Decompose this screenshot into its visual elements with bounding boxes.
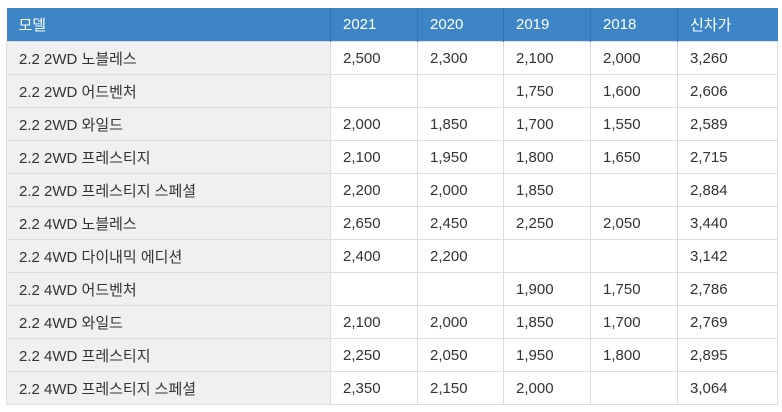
price-cell: 2,100 <box>330 305 418 339</box>
price-cell: 2,400 <box>330 239 418 273</box>
table-row: 2.2 4WD 다이내믹 에디션 2,400 2,200 3,142 <box>6 239 778 273</box>
price-cell: 1,950 <box>417 140 504 174</box>
table-row: 2.2 2WD 노블레스 2,500 2,300 2,100 2,000 3,260 <box>6 41 778 75</box>
model-cell: 2.2 2WD 프레스티지 <box>6 140 331 174</box>
header-row: 모델 2021 2020 2019 2018 신차가 <box>6 8 778 42</box>
price-cell: 3,064 <box>677 371 778 405</box>
price-cell <box>503 239 591 273</box>
table-body: 2.2 2WD 노블레스 2,500 2,300 2,100 2,000 3,260 2.2… <box>6 41 778 405</box>
price-cell: 2,715 <box>677 140 778 174</box>
price-cell: 3,440 <box>677 206 778 240</box>
model-cell: 2.2 4WD 다이내믹 에디션 <box>6 239 331 273</box>
price-cell: 1,800 <box>590 338 678 372</box>
col-header-2021: 2021 <box>330 8 418 42</box>
col-header-신차가: 신차가 <box>677 8 778 42</box>
price-table: 모델 2021 2020 2019 2018 신차가 2.2 2WD 노블레스 2,500 2… <box>6 8 778 405</box>
price-cell: 2,000 <box>330 107 418 141</box>
price-cell: 2,250 <box>503 206 591 240</box>
price-cell: 2,250 <box>330 338 418 372</box>
col-header-2020: 2020 <box>417 8 504 42</box>
price-cell: 2,884 <box>677 173 778 207</box>
price-cell <box>590 239 678 273</box>
model-cell: 2.2 4WD 프레스티지 스페셜 <box>6 371 331 405</box>
price-cell: 2,050 <box>417 338 504 372</box>
model-cell: 2.2 2WD 노블레스 <box>6 41 331 75</box>
price-cell: 1,900 <box>503 272 591 306</box>
table-row: 2.2 2WD 어드벤처 1,750 1,600 2,606 <box>6 74 778 108</box>
model-cell: 2.2 2WD 어드벤처 <box>6 74 331 108</box>
price-cell: 1,750 <box>503 74 591 108</box>
price-cell <box>330 272 418 306</box>
price-cell: 2,100 <box>330 140 418 174</box>
price-cell: 1,600 <box>590 74 678 108</box>
price-cell: 3,142 <box>677 239 778 273</box>
price-cell: 2,000 <box>503 371 591 405</box>
col-header-2019: 2019 <box>503 8 591 42</box>
table-row: 2.2 4WD 노블레스 2,650 2,450 2,250 2,050 3,440 <box>6 206 778 240</box>
table-row: 2.2 4WD 와일드 2,100 2,000 1,850 1,700 2,769 <box>6 305 778 339</box>
table-row: 2.2 4WD 어드벤처 1,900 1,750 2,786 <box>6 272 778 306</box>
price-cell <box>330 74 418 108</box>
price-cell: 2,606 <box>677 74 778 108</box>
price-cell: 1,650 <box>590 140 678 174</box>
model-cell: 2.2 4WD 노블레스 <box>6 206 331 240</box>
table-row: 2.2 4WD 프레스티지 스페셜 2,350 2,150 2,000 3,064 <box>6 371 778 405</box>
price-cell <box>590 371 678 405</box>
price-cell: 2,200 <box>330 173 418 207</box>
price-cell: 2,200 <box>417 239 504 273</box>
price-cell: 2,100 <box>503 41 591 75</box>
price-cell <box>417 272 504 306</box>
price-cell: 2,350 <box>330 371 418 405</box>
table-row: 2.2 2WD 프레스티지 스페셜 2,200 2,000 1,850 2,884 <box>6 173 778 207</box>
model-cell: 2.2 4WD 프레스티지 <box>6 338 331 372</box>
price-cell: 2,050 <box>590 206 678 240</box>
price-cell: 2,895 <box>677 338 778 372</box>
price-cell: 1,800 <box>503 140 591 174</box>
price-cell: 1,850 <box>503 305 591 339</box>
col-header-2018: 2018 <box>590 8 678 42</box>
price-cell: 1,550 <box>590 107 678 141</box>
price-cell: 2,500 <box>330 41 418 75</box>
price-cell: 2,450 <box>417 206 504 240</box>
price-cell: 1,950 <box>503 338 591 372</box>
price-cell <box>417 74 504 108</box>
model-cell: 2.2 4WD 어드벤처 <box>6 272 331 306</box>
price-cell: 1,850 <box>417 107 504 141</box>
table-row: 2.2 2WD 와일드 2,000 1,850 1,700 1,550 2,589 <box>6 107 778 141</box>
price-cell: 2,769 <box>677 305 778 339</box>
table-row: 2.2 2WD 프레스티지 2,100 1,950 1,800 1,650 2,715 <box>6 140 778 174</box>
price-cell: 2,300 <box>417 41 504 75</box>
price-cell: 2,786 <box>677 272 778 306</box>
col-header-model: 모델 <box>6 8 331 42</box>
price-cell: 2,589 <box>677 107 778 141</box>
model-cell: 2.2 4WD 와일드 <box>6 305 331 339</box>
price-cell: 3,260 <box>677 41 778 75</box>
price-cell: 1,850 <box>503 173 591 207</box>
price-cell: 1,750 <box>590 272 678 306</box>
price-cell: 2,000 <box>590 41 678 75</box>
price-cell: 2,000 <box>417 173 504 207</box>
price-cell: 1,700 <box>590 305 678 339</box>
used-car-price-table: 모델 2021 2020 2019 2018 신차가 2.2 2WD 노블레스 2,500 2… <box>6 8 778 405</box>
model-cell: 2.2 2WD 프레스티지 스페셜 <box>6 173 331 207</box>
price-cell: 2,650 <box>330 206 418 240</box>
price-cell: 2,150 <box>417 371 504 405</box>
price-cell: 1,700 <box>503 107 591 141</box>
model-cell: 2.2 2WD 와일드 <box>6 107 331 141</box>
price-cell <box>590 173 678 207</box>
table-row: 2.2 4WD 프레스티지 2,250 2,050 1,950 1,800 2,895 <box>6 338 778 372</box>
price-cell: 2,000 <box>417 305 504 339</box>
